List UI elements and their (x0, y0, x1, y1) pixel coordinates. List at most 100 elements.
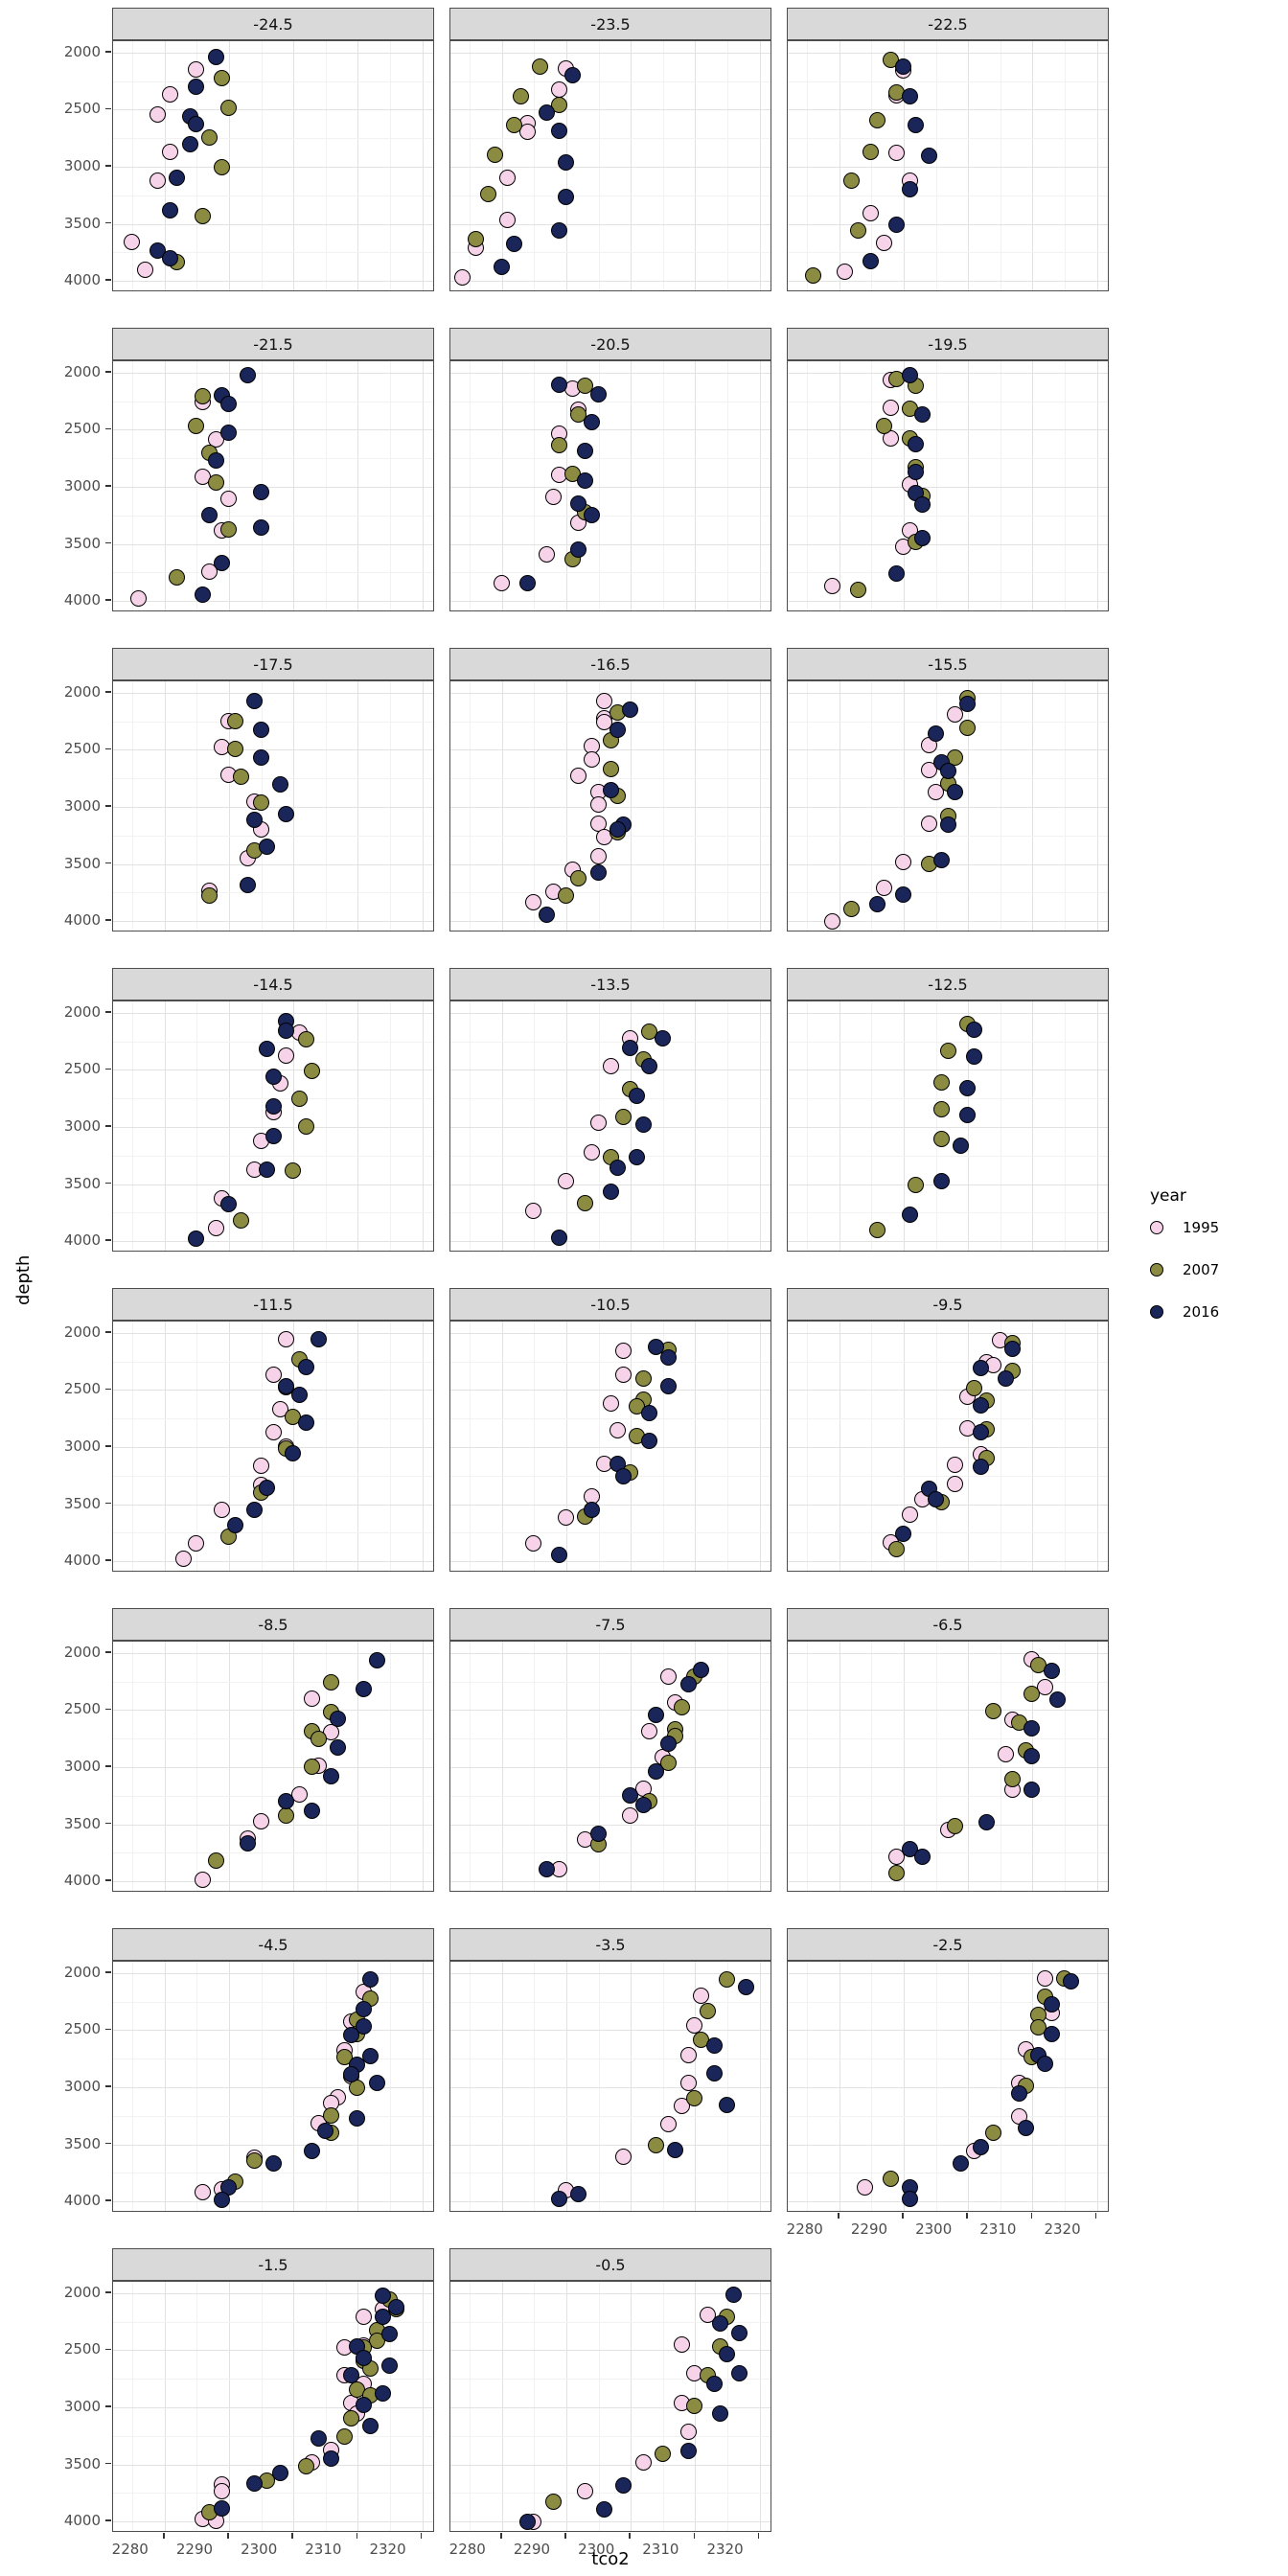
facet-strip-label: -6.5 (932, 1615, 963, 1634)
data-point-2016 (356, 2017, 373, 2035)
data-point-2016 (1043, 1662, 1060, 1679)
data-point-2016 (628, 1149, 645, 1166)
data-point-2016 (265, 1097, 282, 1115)
gridline-y-minor (450, 1418, 770, 1420)
gridline-y-minor (113, 2493, 433, 2495)
y-tick-label: 2000 (63, 362, 101, 380)
gridline-y-major (113, 1972, 433, 1974)
legend-key-circle-icon (1150, 1263, 1163, 1276)
data-point-2016 (667, 2141, 684, 2158)
data-point-2007 (188, 417, 205, 434)
data-point-2016 (316, 2123, 334, 2140)
gridline-x-major (759, 681, 761, 931)
x-tick-mark (629, 2533, 631, 2539)
data-point-2016 (628, 1087, 645, 1104)
gridline-x-minor (871, 41, 873, 290)
gridline-y-minor (113, 1212, 433, 1214)
facet-strip: -13.5 (449, 968, 771, 1000)
gridline-y-major (450, 1881, 770, 1883)
gridline-y-minor (113, 1795, 433, 1797)
gridline-y-minor (788, 1418, 1108, 1420)
gridline-y-major (113, 749, 433, 751)
x-tick-mark (838, 2213, 840, 2219)
gridline-x-major (695, 1322, 697, 1571)
data-point-2016 (583, 506, 600, 523)
data-point-2016 (240, 1834, 257, 1852)
gridline-x-minor (534, 1322, 536, 1571)
y-tick-mark (105, 2028, 111, 2031)
data-point-2007 (169, 569, 186, 586)
y-tick-mark (105, 1879, 111, 1881)
data-point-2007 (985, 2124, 1002, 2141)
y-tick-mark (105, 599, 111, 601)
gridline-x-minor (261, 1642, 263, 1891)
gridline-x-minor (132, 41, 134, 290)
x-tick-mark (356, 2533, 358, 2539)
facet-panel (112, 1961, 434, 2212)
facet-strip: -20.5 (449, 328, 771, 360)
y-tick-label: 2500 (63, 2020, 101, 2038)
data-point-2007 (577, 378, 594, 395)
gridline-y-major (788, 2201, 1108, 2203)
y-tick-label: 2000 (63, 42, 101, 60)
data-point-1995 (699, 2306, 716, 2323)
data-point-2007 (888, 1541, 906, 1558)
data-point-2016 (705, 2064, 723, 2082)
data-point-2016 (375, 2384, 392, 2402)
data-point-1995 (174, 1550, 192, 1567)
gridline-y-minor (450, 1361, 770, 1363)
facet-strip-label: -1.5 (258, 2255, 288, 2274)
gridline-y-major (113, 1710, 433, 1712)
x-tick-label: 2300 (915, 2220, 953, 2238)
data-point-2016 (278, 1792, 295, 1809)
data-point-2016 (259, 1162, 276, 1179)
y-tick-mark (105, 165, 111, 167)
data-point-1995 (129, 589, 147, 607)
facet-panel (112, 2281, 434, 2532)
data-point-2016 (304, 2142, 321, 2159)
gridline-y-major (788, 807, 1108, 808)
y-tick-label: 2500 (63, 740, 101, 758)
gridline-x-minor (1000, 681, 1001, 931)
data-point-2016 (219, 396, 237, 413)
gridline-y-major (113, 167, 433, 168)
data-point-2016 (894, 886, 911, 903)
data-point-1995 (615, 1342, 632, 1359)
gridline-x-minor (389, 1642, 391, 1891)
data-point-2007 (615, 1109, 632, 1126)
gridline-x-major (968, 1642, 970, 1891)
data-point-2016 (271, 776, 288, 794)
y-tick-label: 3500 (63, 1814, 101, 1832)
data-point-2007 (804, 267, 821, 285)
data-point-2016 (972, 1397, 989, 1414)
y-tick-mark (105, 371, 111, 373)
gridline-y-major (450, 2201, 770, 2203)
gridline-y-major (450, 1390, 770, 1392)
x-tick-label: 2320 (369, 2541, 406, 2558)
y-tick-label: 2500 (63, 100, 101, 118)
data-point-2016 (679, 2443, 697, 2460)
data-point-2007 (323, 2106, 340, 2124)
data-point-1995 (824, 913, 841, 931)
data-point-2016 (188, 1230, 205, 1247)
y-tick-mark (105, 862, 111, 864)
data-point-2016 (609, 1159, 626, 1176)
data-point-1995 (525, 894, 542, 911)
data-point-2016 (718, 2346, 735, 2363)
gridline-x-major (1032, 681, 1034, 931)
data-point-1995 (824, 577, 841, 594)
y-tick-label: 2000 (63, 2283, 101, 2301)
data-point-2016 (214, 2499, 231, 2517)
y-tick-label: 3500 (63, 854, 101, 872)
gridline-y-minor (113, 2321, 433, 2323)
gridline-x-minor (132, 681, 134, 931)
data-point-2016 (577, 472, 594, 490)
facet-strip-label: -0.5 (595, 2255, 626, 2274)
facet-strip-label: -7.5 (595, 1615, 626, 1634)
gridline-x-major (1096, 361, 1098, 610)
legend-key-circle-icon (1150, 1221, 1163, 1234)
gridline-x-major (968, 41, 970, 290)
data-point-1995 (686, 2016, 703, 2034)
data-point-1995 (894, 854, 911, 871)
data-point-1995 (888, 1849, 906, 1866)
